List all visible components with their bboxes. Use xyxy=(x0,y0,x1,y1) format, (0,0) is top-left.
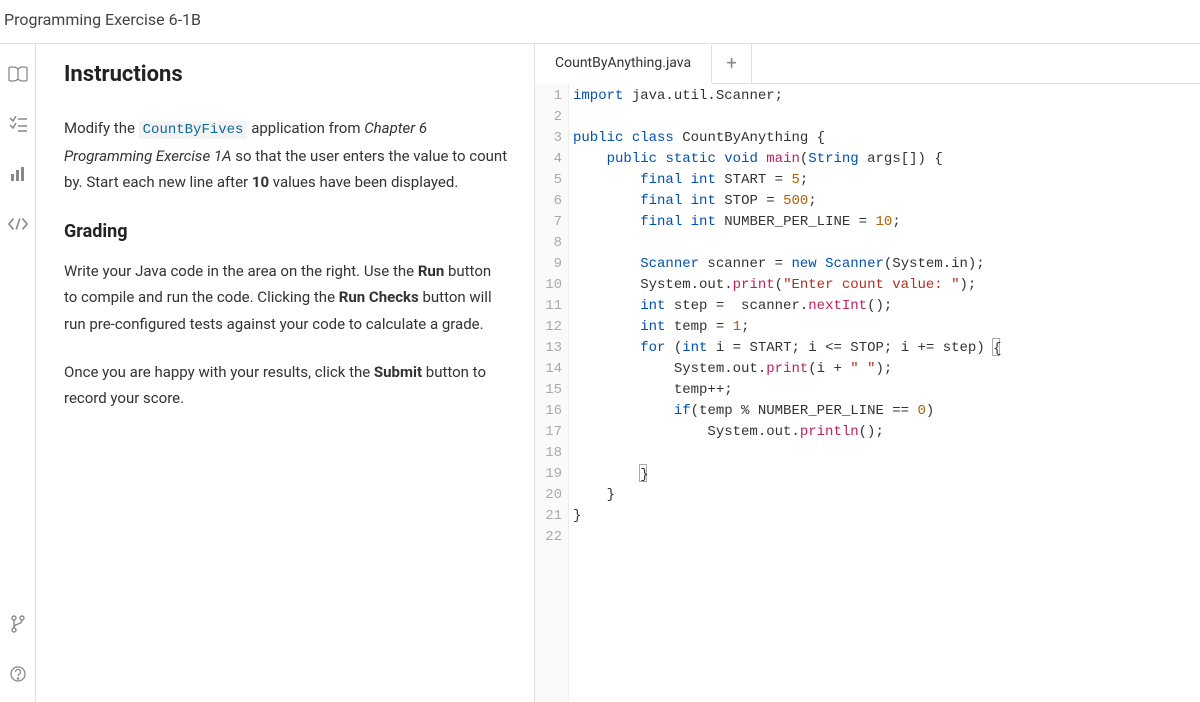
code-line[interactable]: System.out.print(i + " "); xyxy=(573,359,1200,380)
code-line[interactable]: final int NUMBER_PER_LINE = 10; xyxy=(573,212,1200,233)
code-line[interactable] xyxy=(573,527,1200,548)
line-number: 16 xyxy=(535,401,562,422)
editor-panel: CountByAnything.java + 12345678910111213… xyxy=(534,44,1200,702)
code-line[interactable]: } xyxy=(573,506,1200,527)
tab-plus[interactable]: + xyxy=(712,44,752,83)
code-line[interactable]: final int STOP = 500; xyxy=(573,191,1200,212)
line-number: 6 xyxy=(535,191,562,212)
instructions-para-1: Modify the CountByFives application from… xyxy=(64,115,508,195)
instructions-para-2: Write your Java code in the area on the … xyxy=(64,258,508,337)
code-line[interactable]: if(temp % NUMBER_PER_LINE == 0) xyxy=(573,401,1200,422)
bars-icon[interactable] xyxy=(8,164,28,184)
instructions-para-3: Once you are happy with your results, cl… xyxy=(64,359,508,412)
line-number: 10 xyxy=(535,275,562,296)
code-area[interactable]: 12345678910111213141516171819202122 impo… xyxy=(535,84,1200,702)
code-line[interactable]: public static void main(String args[]) { xyxy=(573,149,1200,170)
line-number: 12 xyxy=(535,317,562,338)
line-number: 13 xyxy=(535,338,562,359)
line-number: 9 xyxy=(535,254,562,275)
grading-heading: Grading xyxy=(64,221,508,242)
line-number: 7 xyxy=(535,212,562,233)
branch-icon[interactable] xyxy=(8,614,28,634)
code-line[interactable]: System.out.println(); xyxy=(573,422,1200,443)
line-number: 17 xyxy=(535,422,562,443)
book-icon[interactable] xyxy=(8,64,28,84)
checklist-icon[interactable] xyxy=(8,114,28,134)
tab-file[interactable]: CountByAnything.java xyxy=(535,45,712,84)
line-number: 15 xyxy=(535,380,562,401)
code-line[interactable]: Scanner scanner = new Scanner(System.in)… xyxy=(573,254,1200,275)
code-line[interactable]: import java.util.Scanner; xyxy=(573,86,1200,107)
line-gutter: 12345678910111213141516171819202122 xyxy=(535,84,569,702)
tab-bar: CountByAnything.java + xyxy=(535,44,1200,84)
code-line[interactable]: public class CountByAnything { xyxy=(573,128,1200,149)
icon-sidebar xyxy=(0,44,36,702)
line-number: 21 xyxy=(535,506,562,527)
code-line[interactable]: System.out.print("Enter count value: "); xyxy=(573,275,1200,296)
instructions-heading: Instructions xyxy=(64,62,508,87)
line-number: 20 xyxy=(535,485,562,506)
page-title: Programming Exercise 6-1B xyxy=(0,0,1200,44)
code-line[interactable]: int step = scanner.nextInt(); xyxy=(573,296,1200,317)
line-number: 14 xyxy=(535,359,562,380)
code-line[interactable]: int temp = 1; xyxy=(573,317,1200,338)
line-number: 3 xyxy=(535,128,562,149)
line-number: 4 xyxy=(535,149,562,170)
main-area: Instructions Modify the CountByFives app… xyxy=(0,44,1200,702)
line-number: 22 xyxy=(535,527,562,548)
line-number: 5 xyxy=(535,170,562,191)
code-icon[interactable] xyxy=(8,214,28,234)
line-number: 2 xyxy=(535,107,562,128)
code-line[interactable]: final int START = 5; xyxy=(573,170,1200,191)
line-number: 19 xyxy=(535,464,562,485)
instructions-panel: Instructions Modify the CountByFives app… xyxy=(36,44,534,702)
code-line[interactable] xyxy=(573,443,1200,464)
code-line[interactable] xyxy=(573,233,1200,254)
code-line[interactable]: for (int i = START; i <= STOP; i += step… xyxy=(573,338,1200,359)
line-number: 11 xyxy=(535,296,562,317)
help-icon[interactable] xyxy=(8,664,28,684)
code-countbyfives: CountByFives xyxy=(139,121,248,139)
code-line[interactable] xyxy=(573,107,1200,128)
line-number: 1 xyxy=(535,86,562,107)
code-line[interactable]: temp++; xyxy=(573,380,1200,401)
code-line[interactable]: } xyxy=(573,464,1200,485)
code-content[interactable]: import java.util.Scanner; public class Co… xyxy=(569,84,1200,702)
line-number: 8 xyxy=(535,233,562,254)
line-number: 18 xyxy=(535,443,562,464)
code-line[interactable]: } xyxy=(573,485,1200,506)
